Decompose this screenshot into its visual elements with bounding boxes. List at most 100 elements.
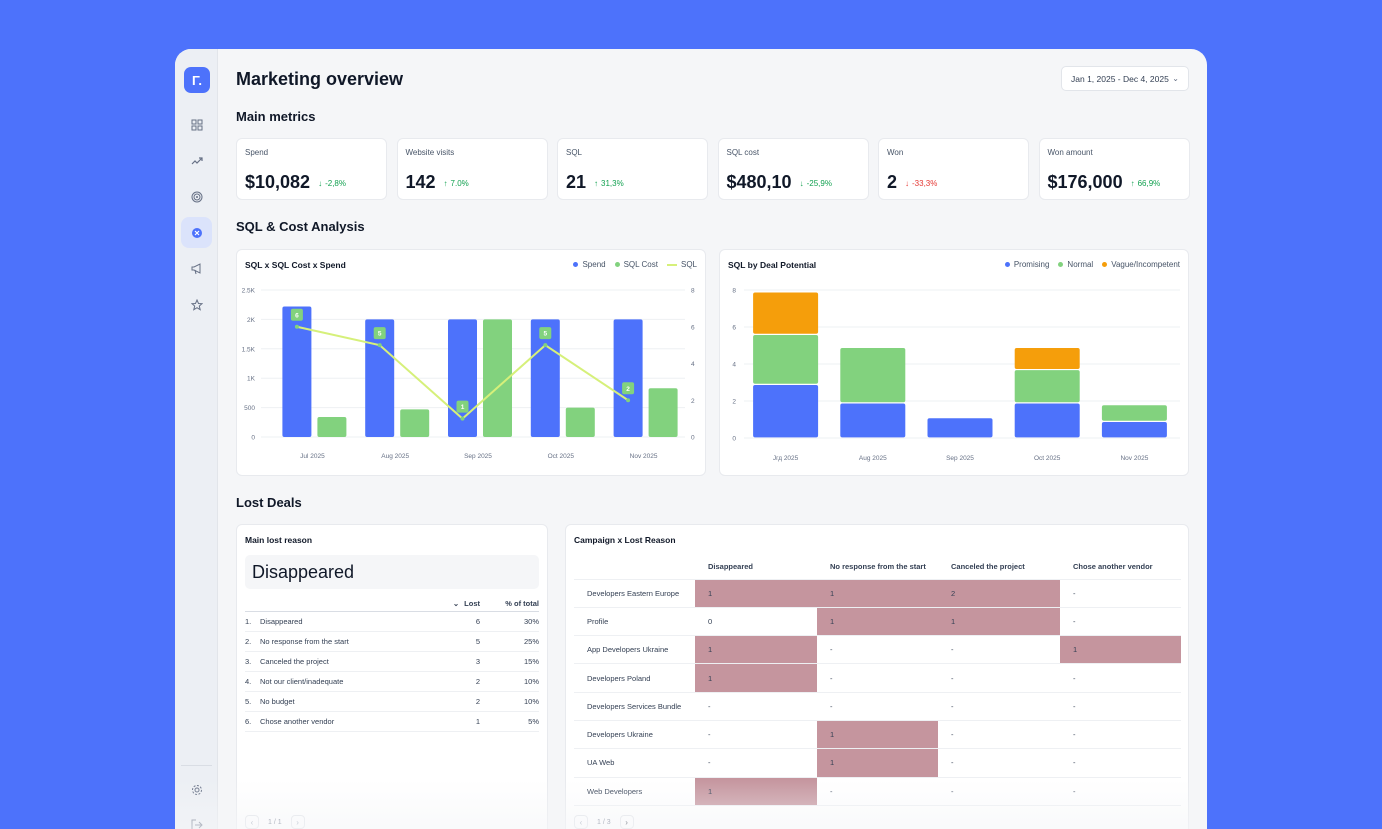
matrix-cell: - <box>938 777 1060 806</box>
matrix-cell: 1 <box>1060 635 1181 665</box>
lost-deals-icon[interactable] <box>181 217 212 248</box>
y-tick-right: 2 <box>691 398 695 405</box>
x-tick: Sep 2025 <box>464 453 492 460</box>
dashboard-icon[interactable] <box>181 109 212 140</box>
target-icon[interactable] <box>181 181 212 212</box>
matrix-cell: - <box>1060 607 1181 637</box>
campaign-name: Web Developers <box>574 777 695 806</box>
table-row[interactable]: 3. Canceled the project 3 15% <box>245 651 539 672</box>
star-icon[interactable] <box>181 289 212 320</box>
metric-delta-value: 7.0% <box>450 179 469 188</box>
arrow-down-icon: ↓ <box>905 179 910 188</box>
x-tick: Oct 2025 <box>548 453 575 460</box>
next-page-button[interactable]: › <box>290 815 305 829</box>
top-lost-reason: Disappeared <box>245 555 539 589</box>
y-tick: 2 <box>732 399 736 406</box>
metric-value-text: $10,082 <box>245 172 311 192</box>
column-header[interactable]: No response from the start <box>817 555 938 580</box>
x-tick: Nov 2025 <box>630 453 658 460</box>
legend-sql: SQL <box>666 260 697 269</box>
table-row[interactable]: Profile 0 1 1- <box>574 607 1181 637</box>
x-tick: Aug 2025 <box>381 453 409 460</box>
table-row[interactable]: 1. Disappeared 6 30% <box>245 611 539 632</box>
table-row[interactable]: Developers Poland 1- - - <box>574 663 1181 693</box>
column-header[interactable]: Chose another vendor <box>1060 555 1181 580</box>
table-row[interactable]: 4. Not our client/inadequate 2 10% <box>245 671 539 692</box>
table-row[interactable]: Developers Eastern Europe 1 1 2- <box>574 579 1181 608</box>
metric-card: Won 2 ↓ -33,3% <box>878 138 1029 200</box>
bar-spend <box>365 319 395 437</box>
bar-normal <box>1014 370 1080 403</box>
y-tick-right: 6 <box>691 324 695 331</box>
settings-icon[interactable] <box>181 774 212 805</box>
table-row[interactable]: App Developers Ukraine 1- -1 <box>574 635 1181 665</box>
metric-label: Website visits <box>405 148 455 157</box>
campaign-lost-table: Disappeared No response from the start Can… <box>574 555 1181 806</box>
metric-delta: ↓ -33,3% <box>905 179 937 188</box>
metric-delta-value: 66,9% <box>1137 179 1161 188</box>
bar-promising <box>927 418 993 438</box>
metric-label: SQL <box>566 148 583 157</box>
metric-value: $10,082 ↓ -2,8% <box>245 172 346 193</box>
sql-label-bg <box>456 400 469 413</box>
sql-point <box>294 324 299 329</box>
chevron-down-icon: ⌄ <box>1172 74 1179 83</box>
y-tick: 0 <box>732 436 736 443</box>
row-reason: Not our client/inadequate <box>260 671 430 692</box>
y-tick-right: 4 <box>691 361 695 368</box>
bar-normal <box>1101 405 1167 421</box>
row-index: 5. <box>245 691 260 712</box>
column-header[interactable]: Disappeared <box>695 555 817 580</box>
row-pct: 5% <box>480 711 539 732</box>
metric-value-text: 142 <box>405 172 436 192</box>
chart-title: SQL by Deal Potential <box>728 260 817 270</box>
legend-vague: Vague/Incompetent <box>1102 260 1180 269</box>
table-row[interactable]: 2. No response from the start 5 25% <box>245 631 539 652</box>
column-header[interactable]: Canceled the project <box>938 555 1060 580</box>
table-row[interactable]: Developers Ukraine -1- - <box>574 720 1181 750</box>
sql-data-label: 1 <box>461 404 465 411</box>
sql-label-bg <box>622 382 635 395</box>
x-tick: Jul 2025 <box>300 453 325 460</box>
prev-page-button[interactable]: ‹ <box>574 815 588 829</box>
table-row[interactable]: Web Developers 1- - - <box>574 777 1181 806</box>
bar-spend <box>613 319 643 437</box>
table-row[interactable]: Developers Services Bundle - - - - <box>574 692 1181 721</box>
metric-delta-value: -25,9% <box>806 179 832 188</box>
trend-icon[interactable] <box>181 145 212 176</box>
table-row[interactable]: 6. Chose another vendor 1 5% <box>245 711 539 732</box>
legend-sql-cost: SQL Cost <box>614 260 658 269</box>
bar-vague <box>753 292 819 334</box>
table-row[interactable]: UA Web -1- - <box>574 748 1181 778</box>
chart-legend: Spend SQL Cost SQL <box>573 260 697 269</box>
matrix-cell: - <box>817 692 938 721</box>
date-range-picker[interactable]: Jan 1, 2025 - Dec 4, 2025 ⌄ <box>1061 66 1189 91</box>
matrix-cell: - <box>695 692 817 721</box>
col-lost-header[interactable]: ⌄ Lost <box>430 597 480 612</box>
matrix-cell: 1 <box>695 663 817 693</box>
prev-page-button[interactable]: ‹ <box>245 815 259 829</box>
campaign-name: Profile <box>574 607 695 637</box>
date-range-value: Jan 1, 2025 - Dec 4, 2025 <box>1071 73 1169 84</box>
chart-sql-by-potential: SQL by Deal Potential Promising Normal V… <box>719 249 1189 476</box>
y-tick-left: 1K <box>247 376 256 383</box>
sidebar: Γ. <box>175 49 218 829</box>
matrix-cell: 1 <box>695 777 817 806</box>
sql-data-label: 5 <box>543 331 547 338</box>
metric-card: Spend $10,082 ↓ -2,8% <box>236 138 387 200</box>
campaign-name: Developers Ukraine <box>574 720 695 750</box>
megaphone-icon[interactable] <box>181 253 212 284</box>
next-page-button[interactable]: › <box>619 815 634 829</box>
matrix-cell: - <box>1060 692 1181 721</box>
matrix-cell: 1 <box>938 607 1060 637</box>
app-logo[interactable]: Γ. <box>184 67 210 93</box>
table-row[interactable]: 5. No budget 2 10% <box>245 691 539 712</box>
row-lost: 3 <box>430 651 480 672</box>
col-pct-header[interactable]: % of total <box>480 597 539 612</box>
metric-card: SQL 21 ↑ 31,3% <box>557 138 708 200</box>
sql-label-bg <box>373 327 386 340</box>
logout-icon[interactable] <box>181 809 212 829</box>
metric-delta: ↑ 31,3% <box>594 179 624 188</box>
metric-delta: ↑ 66,9% <box>1131 179 1161 188</box>
sql-data-label: 5 <box>378 331 382 338</box>
